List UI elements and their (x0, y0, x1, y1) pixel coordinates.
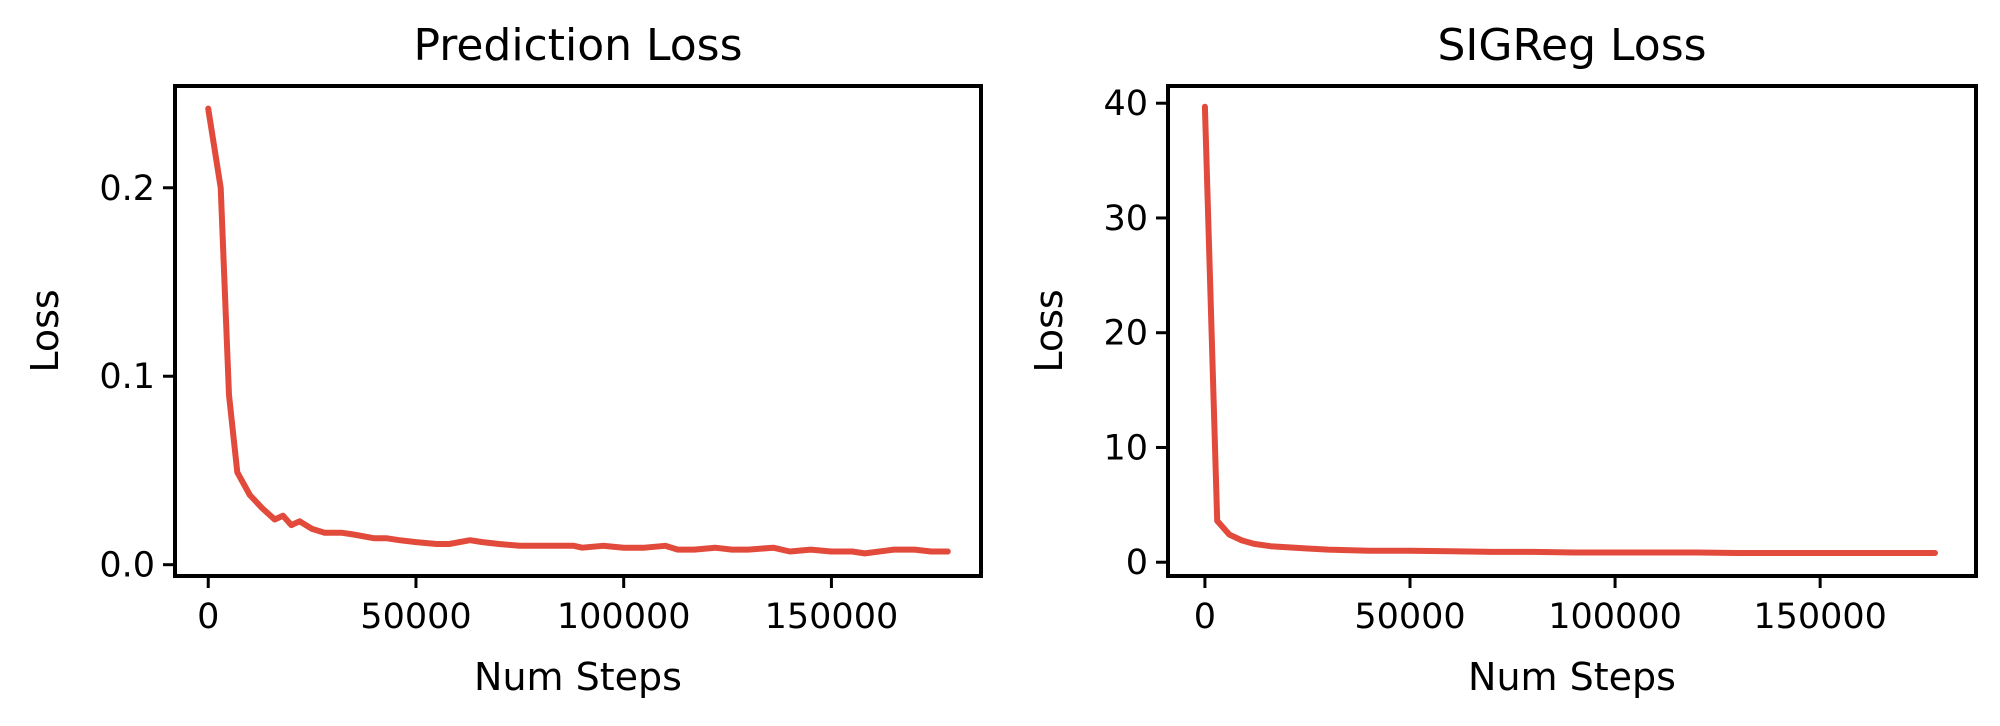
x-axis: 0 50000 100000 150000 (197, 576, 898, 637)
y-tick-label: 30 (1103, 199, 1148, 239)
chart-title: Prediction Loss (413, 20, 742, 71)
x-axis-label: Num Steps (474, 655, 682, 699)
y-tick-label: 10 (1103, 428, 1148, 468)
y-tick-label: 40 (1103, 84, 1148, 124)
y-axis: 0.0 0.1 0.2 (99, 169, 175, 586)
y-tick-label: 0 (1126, 543, 1148, 583)
y-axis: 0 10 20 30 40 (1103, 84, 1168, 583)
sigreg-loss-panel: SIGReg Loss 0 50000 100000 150000 0 10 20 30 40… (1027, 20, 1978, 699)
chart-title: SIGReg Loss (1437, 20, 1706, 71)
y-axis-label: Loss (23, 289, 67, 372)
plot-frame (173, 84, 983, 578)
x-axis: 0 50000 100000 150000 (1194, 576, 1887, 637)
x-axis-label: Num Steps (1468, 655, 1676, 699)
x-tick-label: 150000 (1753, 597, 1887, 637)
x-tick-label: 150000 (765, 597, 899, 637)
x-tick-label: 0 (1194, 597, 1216, 637)
y-tick-label: 20 (1103, 314, 1148, 354)
prediction-loss-series-line (205, 105, 951, 557)
x-tick-label: 50000 (360, 597, 471, 637)
y-tick-label: 0.2 (99, 169, 155, 209)
x-tick-label: 0 (197, 597, 219, 637)
x-tick-label: 50000 (1354, 597, 1465, 637)
y-tick-label: 0.0 (99, 546, 155, 586)
x-tick-label: 100000 (557, 597, 691, 637)
sigreg-loss-series-line (1201, 103, 1938, 556)
y-tick-label: 0.1 (99, 357, 155, 397)
x-tick-label: 100000 (1548, 597, 1682, 637)
y-axis-label: Loss (1027, 289, 1071, 372)
prediction-loss-panel: Prediction Loss 0 50000 100000 150000 0.00.… (23, 20, 983, 699)
plot-frame (1166, 84, 1978, 578)
